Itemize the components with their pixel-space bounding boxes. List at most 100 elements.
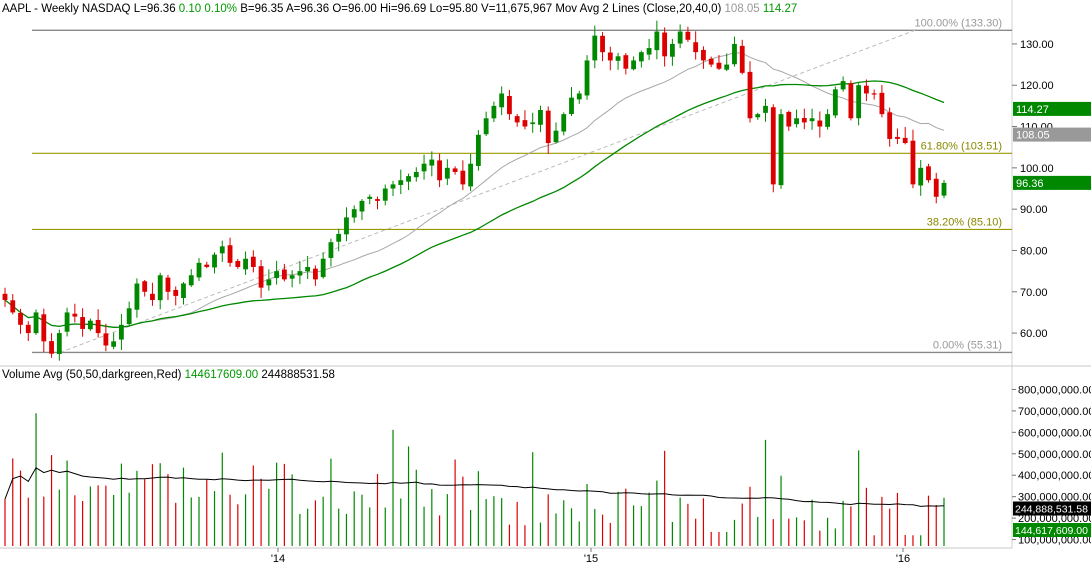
candle-body xyxy=(258,266,264,288)
candle-body xyxy=(64,312,70,332)
candle-body xyxy=(747,71,753,119)
candle-body xyxy=(662,32,668,57)
candle-body xyxy=(545,110,551,144)
candle-body xyxy=(770,107,776,185)
ma40-value: 114.27 xyxy=(763,3,797,15)
candle-body xyxy=(732,43,737,65)
volume-tag xyxy=(1013,501,1091,516)
volume-tick-label: 100,000,000.00 xyxy=(1018,535,1091,547)
candle-body xyxy=(10,300,16,313)
candle-body xyxy=(437,160,442,181)
candle-body xyxy=(188,275,194,286)
candle-body xyxy=(235,260,241,267)
candle-body xyxy=(95,319,101,334)
candle-body xyxy=(871,93,877,95)
volume: V=11,675,967 xyxy=(481,3,552,15)
price-tag-label: 96.36 xyxy=(1016,178,1044,190)
candle-body xyxy=(157,275,163,301)
candle-body xyxy=(910,140,916,185)
volume-tag-label: 144,617,609.00 xyxy=(1015,525,1088,537)
candle-body xyxy=(569,97,574,115)
candle-body xyxy=(336,233,342,242)
candle-body xyxy=(895,136,900,139)
change-pct: 0.10% xyxy=(204,3,237,15)
volume-header: Volume Avg (50,50,darkgreen,Red) 1446176… xyxy=(2,369,335,381)
volume-tag xyxy=(1013,522,1091,537)
candle-body xyxy=(933,178,939,197)
change: 0.10 xyxy=(179,3,201,15)
candle-body xyxy=(530,122,536,125)
candle-body xyxy=(126,308,132,325)
price-tick-label: 80.00 xyxy=(1020,245,1048,257)
exchange: NASDAQ xyxy=(82,3,131,15)
candle-body xyxy=(150,293,155,301)
candle-body xyxy=(522,120,528,127)
candle-body xyxy=(181,283,186,298)
candle-body xyxy=(219,246,225,254)
candle-body xyxy=(281,269,287,280)
time-tick-label: '15 xyxy=(584,553,598,565)
candle-body xyxy=(444,167,450,179)
price-tag-label: 108.05 xyxy=(1016,130,1050,142)
candle-body xyxy=(250,256,256,267)
candle-body xyxy=(111,341,117,347)
ma20-value: 108.05 xyxy=(725,3,760,15)
price-tag-label: 114.27 xyxy=(1016,104,1049,116)
price-tick-label: 60.00 xyxy=(1020,328,1048,340)
candle-body xyxy=(693,42,699,53)
period: Weekly xyxy=(41,3,79,15)
ask: A=96.36 xyxy=(286,3,329,15)
candle-body xyxy=(879,92,885,115)
fib-label: 38.20% (85.10) xyxy=(927,216,1002,228)
chart-frame xyxy=(0,0,1091,549)
candle-body xyxy=(809,118,815,122)
candle-body xyxy=(305,266,311,272)
fib-label: 61.80% (103.51) xyxy=(921,140,1002,152)
candle-body xyxy=(755,114,761,118)
candle-body xyxy=(382,188,388,201)
candle-body xyxy=(375,199,380,201)
candle-body xyxy=(538,110,543,125)
volume-tick-label: 600,000,000.00 xyxy=(1018,427,1091,439)
candle-body xyxy=(669,43,675,57)
candle-body xyxy=(406,176,411,182)
candle-body xyxy=(592,35,598,61)
candle-body xyxy=(18,312,23,325)
candle-body xyxy=(576,93,582,100)
candle-body xyxy=(103,333,109,346)
candle-body xyxy=(204,264,210,267)
candle-body xyxy=(2,293,8,301)
candle-body xyxy=(72,313,78,317)
candle-body xyxy=(297,271,303,276)
price-tick-label: 90.00 xyxy=(1020,204,1048,216)
price-tick-label: 100.00 xyxy=(1020,163,1054,175)
candle-body xyxy=(475,134,481,166)
fib-label: 100.00% (133.30) xyxy=(915,17,1002,29)
ticker: AAPL xyxy=(2,3,32,15)
fib-label: 0.00% (55.31) xyxy=(933,339,1002,351)
candle-body xyxy=(243,258,248,270)
price-tag xyxy=(1013,101,1091,116)
fib-trend-line xyxy=(59,29,916,353)
candle-body xyxy=(840,81,846,90)
candle-body xyxy=(87,320,93,330)
candle-body xyxy=(902,137,908,144)
volume-axis: 100,000,000.00 200,000,000.00 300,000,000.… xyxy=(1012,384,1091,547)
fibonacci-lines: 100.00% (133.30) 61.80% (103.51) 38.20% (8… xyxy=(32,17,1012,354)
candle-body xyxy=(631,60,636,70)
candle-body xyxy=(390,184,396,189)
volume-tick-label: 500,000,000.00 xyxy=(1018,449,1091,461)
candle-body xyxy=(359,200,365,212)
candle-body xyxy=(561,114,567,132)
candle-body xyxy=(41,314,47,342)
candle-body xyxy=(429,159,435,166)
candle-body xyxy=(227,245,233,263)
last-volume: 144617609.00 xyxy=(185,369,259,381)
candle-body xyxy=(491,105,497,119)
ma-label: Mov Avg 2 Lines (Close,20,40,0) xyxy=(555,3,721,15)
time-tick-label: '16 xyxy=(896,553,910,565)
candle-body xyxy=(289,275,295,279)
candle-body xyxy=(848,83,854,119)
